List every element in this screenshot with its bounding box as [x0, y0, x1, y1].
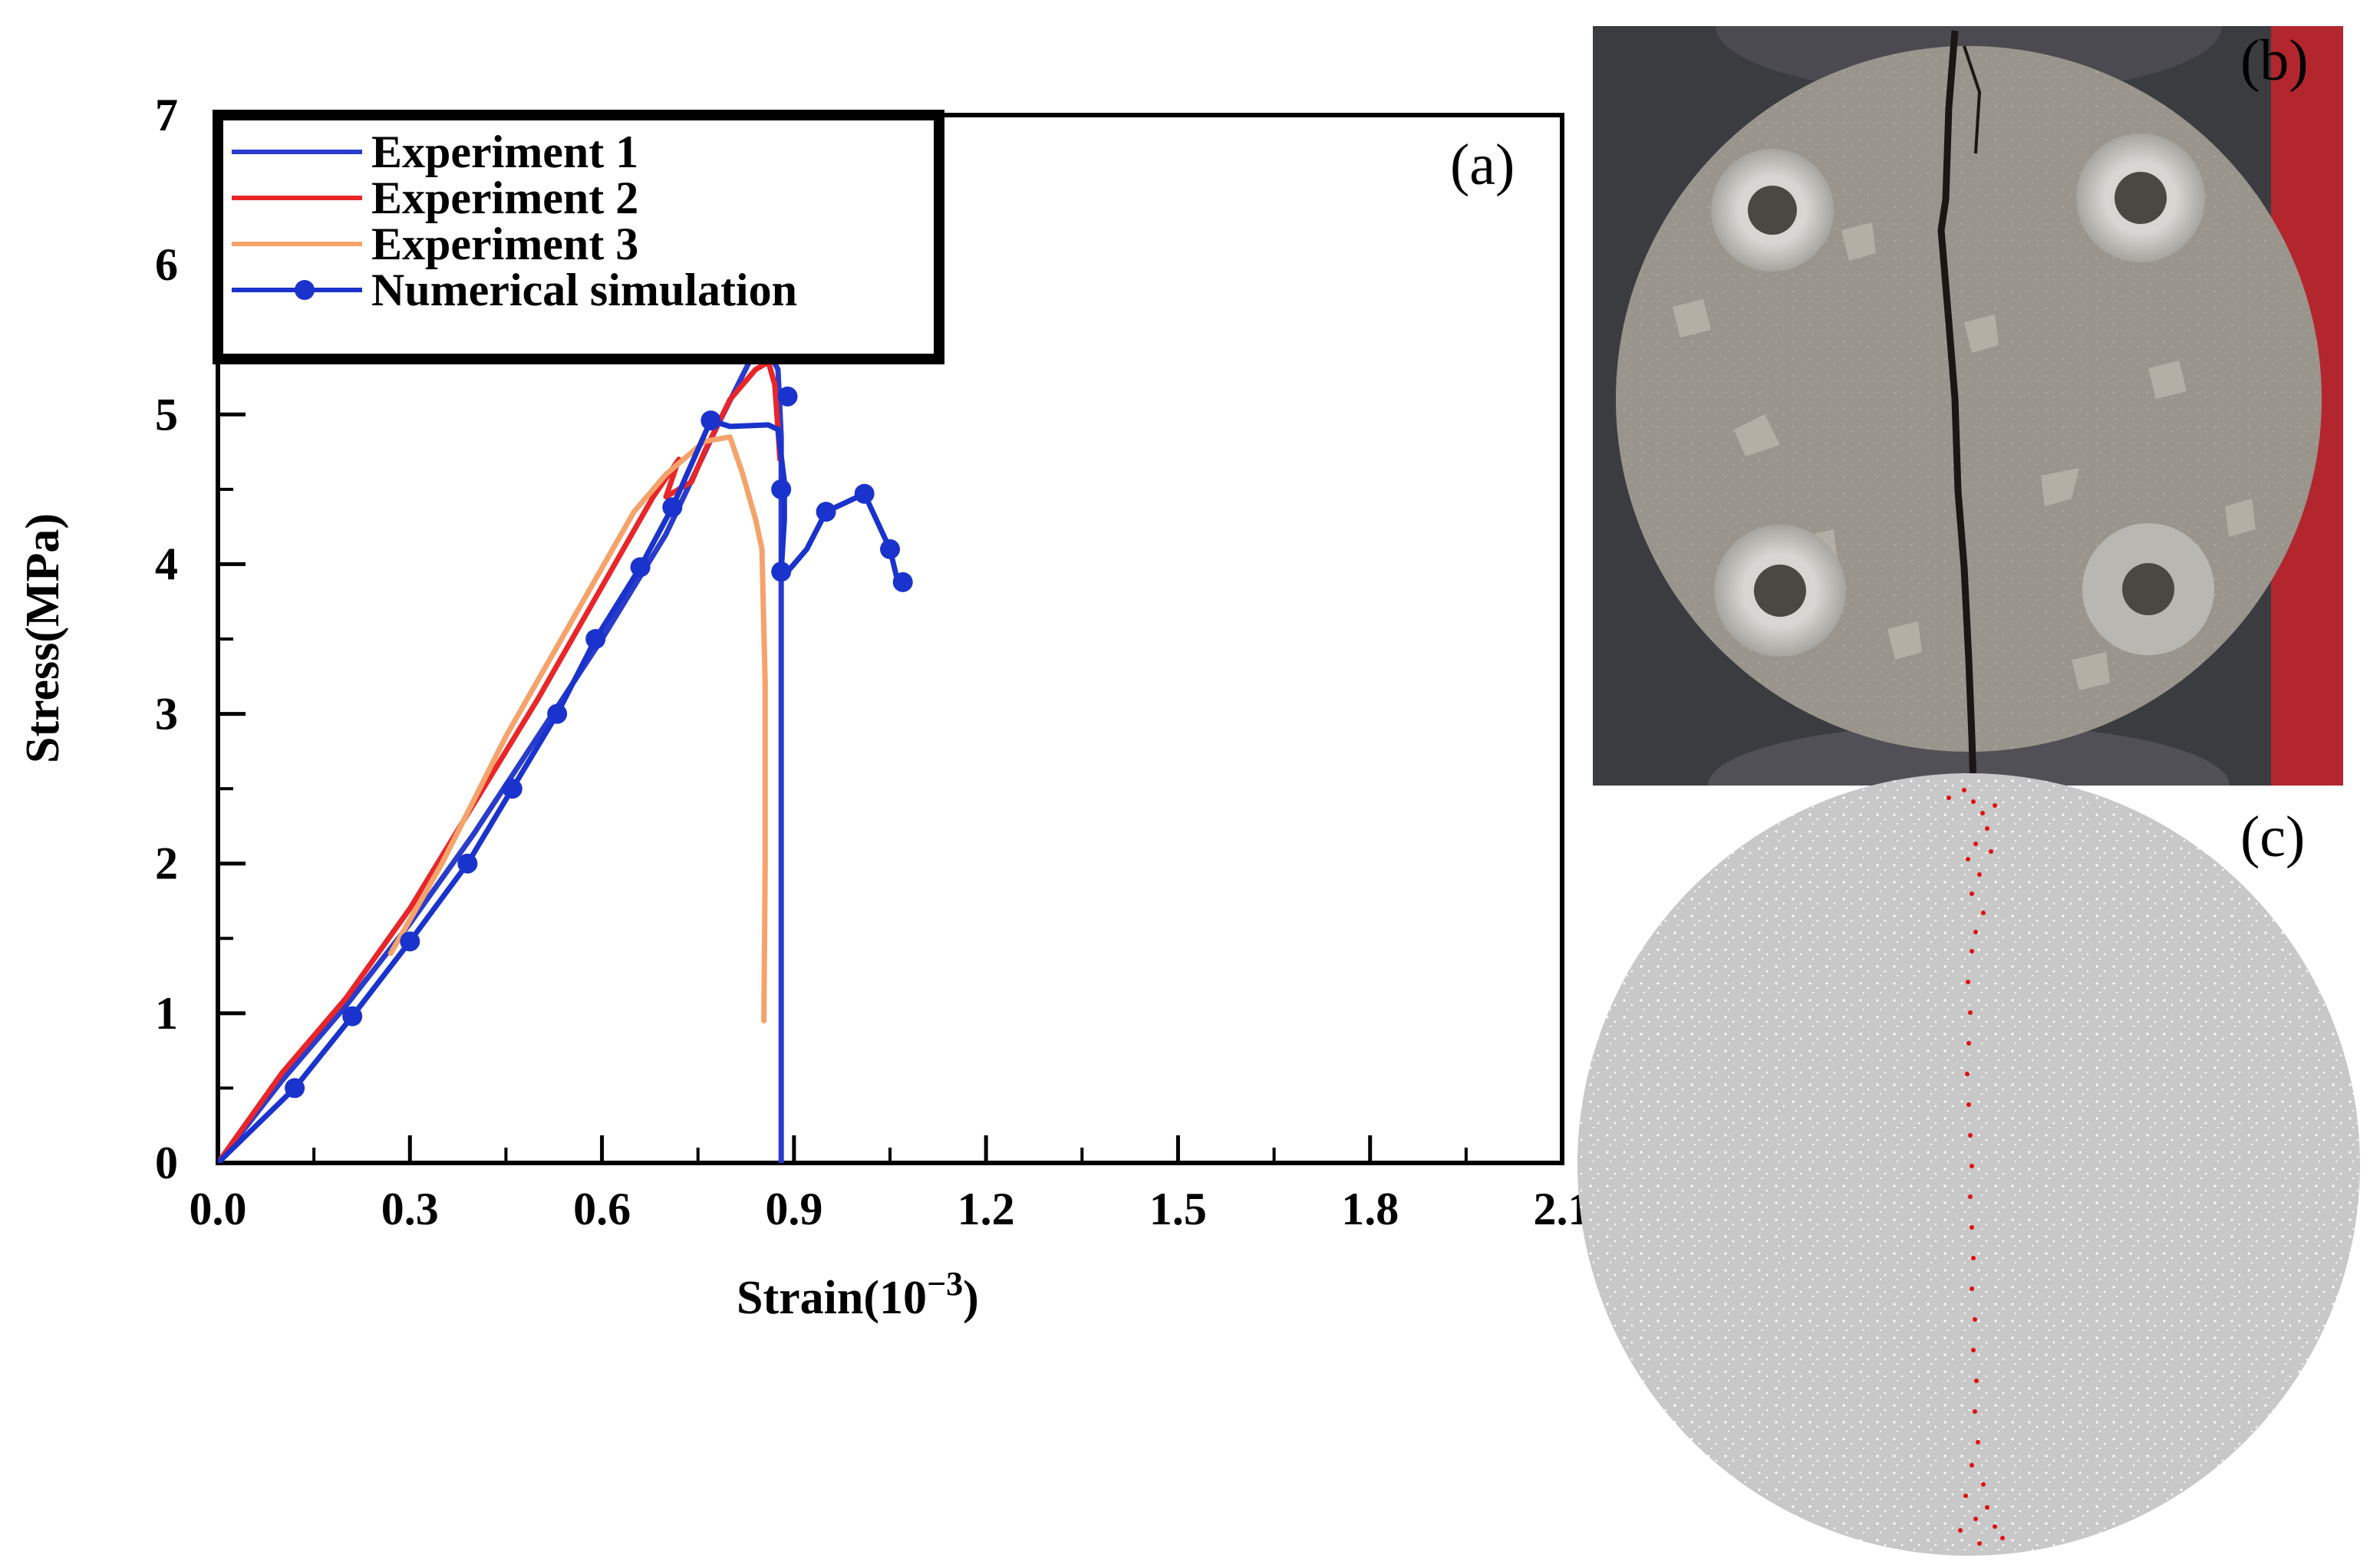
- legend-label-experiment-1: Experiment 1: [371, 127, 638, 177]
- legend-label-experiment-3: Experiment 3: [371, 219, 638, 269]
- series-point-numerical-simulation: [662, 497, 683, 518]
- series-point-numerical-simulation: [400, 931, 420, 952]
- panel-label-b: (b): [2240, 28, 2309, 93]
- legend: Experiment 1 Experiment 2 Experiment 3 N…: [213, 110, 944, 364]
- simulated-crack: [1947, 788, 2005, 1546]
- x-axis-title-base: Strain(10: [737, 1272, 927, 1324]
- x-tick-label: 0.9: [765, 1184, 822, 1234]
- simulation-disc: [1577, 773, 2360, 1556]
- legend-box: [213, 110, 944, 364]
- x-tick-label: 0.3: [381, 1184, 439, 1234]
- series-point-numerical-simulation: [630, 557, 651, 578]
- legend-label-numerical-simulation: Numerical simulation: [371, 265, 797, 315]
- series-point-numerical-simulation: [342, 1006, 363, 1026]
- y-tick-label: 6: [155, 239, 178, 290]
- crack-branch: [1963, 45, 1982, 154]
- x-tick-label: 1.2: [958, 1184, 1015, 1234]
- series-point-numerical-simulation: [502, 779, 522, 799]
- series-point-numerical-simulation: [816, 502, 836, 522]
- legend-label-experiment-2: Experiment 2: [371, 173, 638, 223]
- series-layer: [218, 348, 913, 1163]
- y-tick-labels: 0 1 2 3 4 5 6 7: [155, 90, 178, 1188]
- y-tick-label: 4: [155, 539, 178, 589]
- washer-hole-bottom-right: [2122, 563, 2174, 615]
- series-point-numerical-simulation: [854, 483, 875, 504]
- series-point-numerical-simulation: [585, 629, 606, 649]
- specimen-photo: [1593, 26, 2343, 786]
- series-point-numerical-simulation: [457, 853, 478, 874]
- panel-label-c: (c): [2240, 805, 2305, 869]
- washer-hole-top-right: [2115, 172, 2167, 224]
- series-point-numerical-simulation: [285, 1078, 305, 1099]
- panel-label-a: (a): [1450, 133, 1515, 197]
- series-point-numerical-simulation: [700, 410, 721, 431]
- series-point-numerical-simulation: [547, 703, 568, 724]
- x-axis-title-close: ): [963, 1272, 979, 1324]
- series-point-numerical-simulation: [892, 572, 913, 592]
- series-point-numerical-simulation: [880, 539, 900, 559]
- particle-disc: [1577, 773, 2360, 1556]
- x-tick-label: 1.8: [1341, 1184, 1399, 1234]
- x-tick-label: 0.6: [573, 1184, 631, 1234]
- series-line-experiment-2: [218, 359, 783, 1163]
- series-line-experiment-3: [387, 434, 768, 1024]
- legend-marker-numerical-simulation: [295, 280, 315, 300]
- washer-hole-top-left: [1748, 186, 1797, 235]
- y-tick-label: 7: [155, 90, 178, 140]
- x-tick-label: 0.0: [190, 1184, 247, 1234]
- y-tick-label: 1: [155, 988, 178, 1039]
- series-point-numerical-simulation: [771, 479, 792, 499]
- y-tick-label: 5: [155, 389, 178, 440]
- y-tick-label: 3: [155, 689, 178, 740]
- x-tick-label: 1.5: [1149, 1184, 1207, 1234]
- x-axis-title-exponent: −3: [927, 1265, 963, 1303]
- y-tick-label: 2: [155, 838, 178, 889]
- series-line-numerical-simulation: [218, 417, 906, 1163]
- loading-platen-bottom: [1708, 724, 2230, 786]
- x-tick-labels: 0.0 0.3 0.6 0.9 1.2 1.5 1.8 2.1: [190, 1184, 1591, 1234]
- y-tick-label: 0: [155, 1138, 178, 1188]
- x-axis-title: Strain(10−3): [737, 1265, 979, 1324]
- crack-line: [1937, 30, 1977, 786]
- washer-hole-bottom-left: [1754, 565, 1806, 617]
- series-point-numerical-simulation: [777, 386, 798, 407]
- series-point-numerical-simulation: [771, 562, 792, 582]
- y-axis-title: Stress(MPa): [17, 513, 69, 763]
